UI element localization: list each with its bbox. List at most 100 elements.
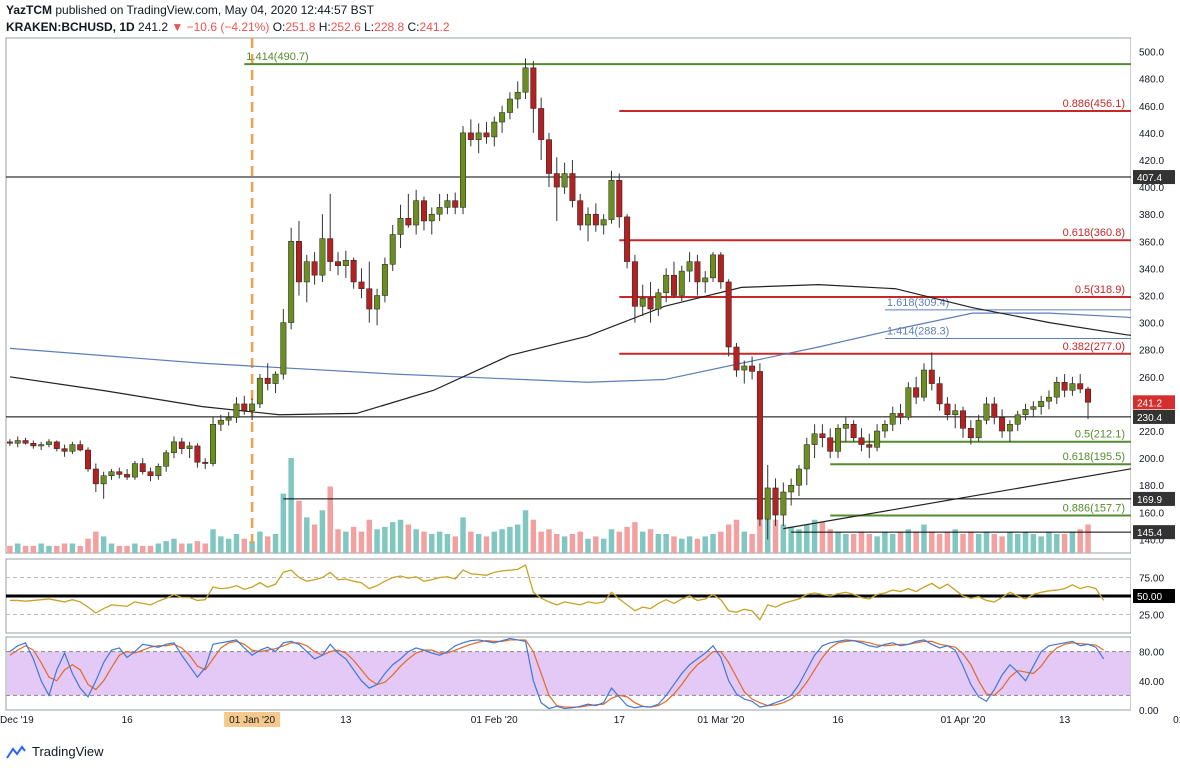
price-badge (1133, 409, 1175, 424)
price-badge (1133, 170, 1175, 185)
candle-body (389, 234, 396, 265)
price-badge (1133, 525, 1175, 540)
volume-bar (921, 524, 927, 553)
symbol-name[interactable]: KRAKEN:BCHUSD, 1D (6, 20, 135, 34)
volume-bar (327, 486, 333, 553)
time-day-label: 13 (340, 715, 352, 726)
price-tick-label: 320.0 (1139, 292, 1164, 303)
candle-body (475, 132, 482, 140)
candle (1045, 390, 1052, 410)
candle (217, 414, 224, 432)
candle (241, 395, 248, 415)
candle-body (170, 441, 177, 453)
price-tick-label: 500.0 (1139, 48, 1164, 59)
candle (85, 447, 92, 472)
volume-bar (757, 505, 763, 553)
candle (585, 207, 592, 242)
price-badge (1133, 491, 1175, 506)
candle (139, 458, 146, 475)
candle (522, 58, 529, 99)
volume-bar (1061, 534, 1068, 553)
volume-bar (139, 545, 146, 553)
candle-body (920, 369, 927, 398)
time-month-label: 01 Jan '20 (229, 715, 275, 726)
price-badge-label: 241.2 (1137, 398, 1162, 409)
candle (428, 207, 435, 235)
candle (1077, 374, 1084, 394)
volume-bar (319, 510, 326, 553)
price-tick-label: 280.0 (1139, 346, 1164, 357)
price-axis-bg (1131, 38, 1180, 718)
volume-bar (1046, 531, 1052, 553)
rsi-line (9, 563, 1105, 621)
candle (1030, 401, 1037, 418)
candle-body (405, 218, 412, 226)
candle-body (1006, 424, 1013, 432)
candle-body (827, 437, 834, 452)
candle (256, 374, 263, 408)
candle (788, 478, 795, 506)
open-label: O: (272, 20, 286, 34)
volume-bar (304, 517, 310, 553)
candle-body (749, 365, 756, 372)
candle (952, 403, 959, 429)
change-down-arrow-icon: ▼ (171, 20, 184, 34)
volume-bar (1077, 529, 1083, 553)
volume-bar (296, 500, 302, 553)
candle (342, 250, 349, 278)
author-name[interactable]: YazTCM (6, 3, 53, 17)
volume-bar (554, 534, 560, 553)
candle-body (358, 281, 365, 289)
symbol-line: KRAKEN:BCHUSD, 1D 241.2 ▼ −10.6 (−4.21%)… (6, 20, 450, 34)
candle (592, 203, 599, 232)
tradingview-logo[interactable]: TradingView (6, 744, 104, 759)
candle-body (631, 261, 638, 307)
candle-body (655, 292, 662, 310)
candle-body (350, 260, 357, 283)
volume-bar (952, 529, 958, 553)
candle (545, 132, 552, 188)
candle-body (335, 261, 342, 266)
candle (772, 478, 779, 526)
rsi-badge (1133, 589, 1175, 603)
volume-bar (936, 534, 943, 553)
volume-bar (1054, 534, 1060, 553)
volume-bar (421, 531, 427, 553)
volume-bar (804, 524, 810, 553)
candle-body (194, 445, 201, 463)
candle-body (45, 441, 52, 445)
price-tick-label: 480.0 (1139, 75, 1164, 86)
volume-bar (546, 529, 552, 553)
candle (717, 252, 724, 289)
candle (881, 420, 888, 438)
volume-bar (335, 529, 341, 553)
candle (506, 92, 513, 120)
candle (413, 189, 420, 235)
tradingview-brand: TradingView (32, 744, 104, 759)
volume-bar (366, 519, 373, 553)
candle-body (61, 448, 68, 452)
volume-bar (718, 531, 724, 553)
candle (960, 406, 967, 438)
rsi-tick-label: 75.00 (1139, 574, 1164, 585)
candle (1006, 420, 1013, 442)
candle-body (202, 461, 209, 464)
candle (616, 173, 623, 228)
candle-body (53, 441, 60, 449)
candle-body (866, 444, 873, 448)
price-tick-label: 400.0 (1139, 183, 1164, 194)
candle (77, 440, 84, 452)
candle (358, 268, 365, 299)
candle-body (249, 403, 256, 411)
volume-bar (444, 534, 451, 553)
price-tick-label: 160.0 (1139, 508, 1164, 519)
candle-body (795, 468, 802, 486)
candle-body (108, 471, 115, 476)
volume-bar (1014, 534, 1021, 553)
candle (303, 254, 310, 303)
candle-body (803, 444, 810, 470)
candle (124, 468, 131, 480)
candle-body (1077, 383, 1084, 390)
time-month-label: 01 Feb '20 (471, 715, 518, 726)
